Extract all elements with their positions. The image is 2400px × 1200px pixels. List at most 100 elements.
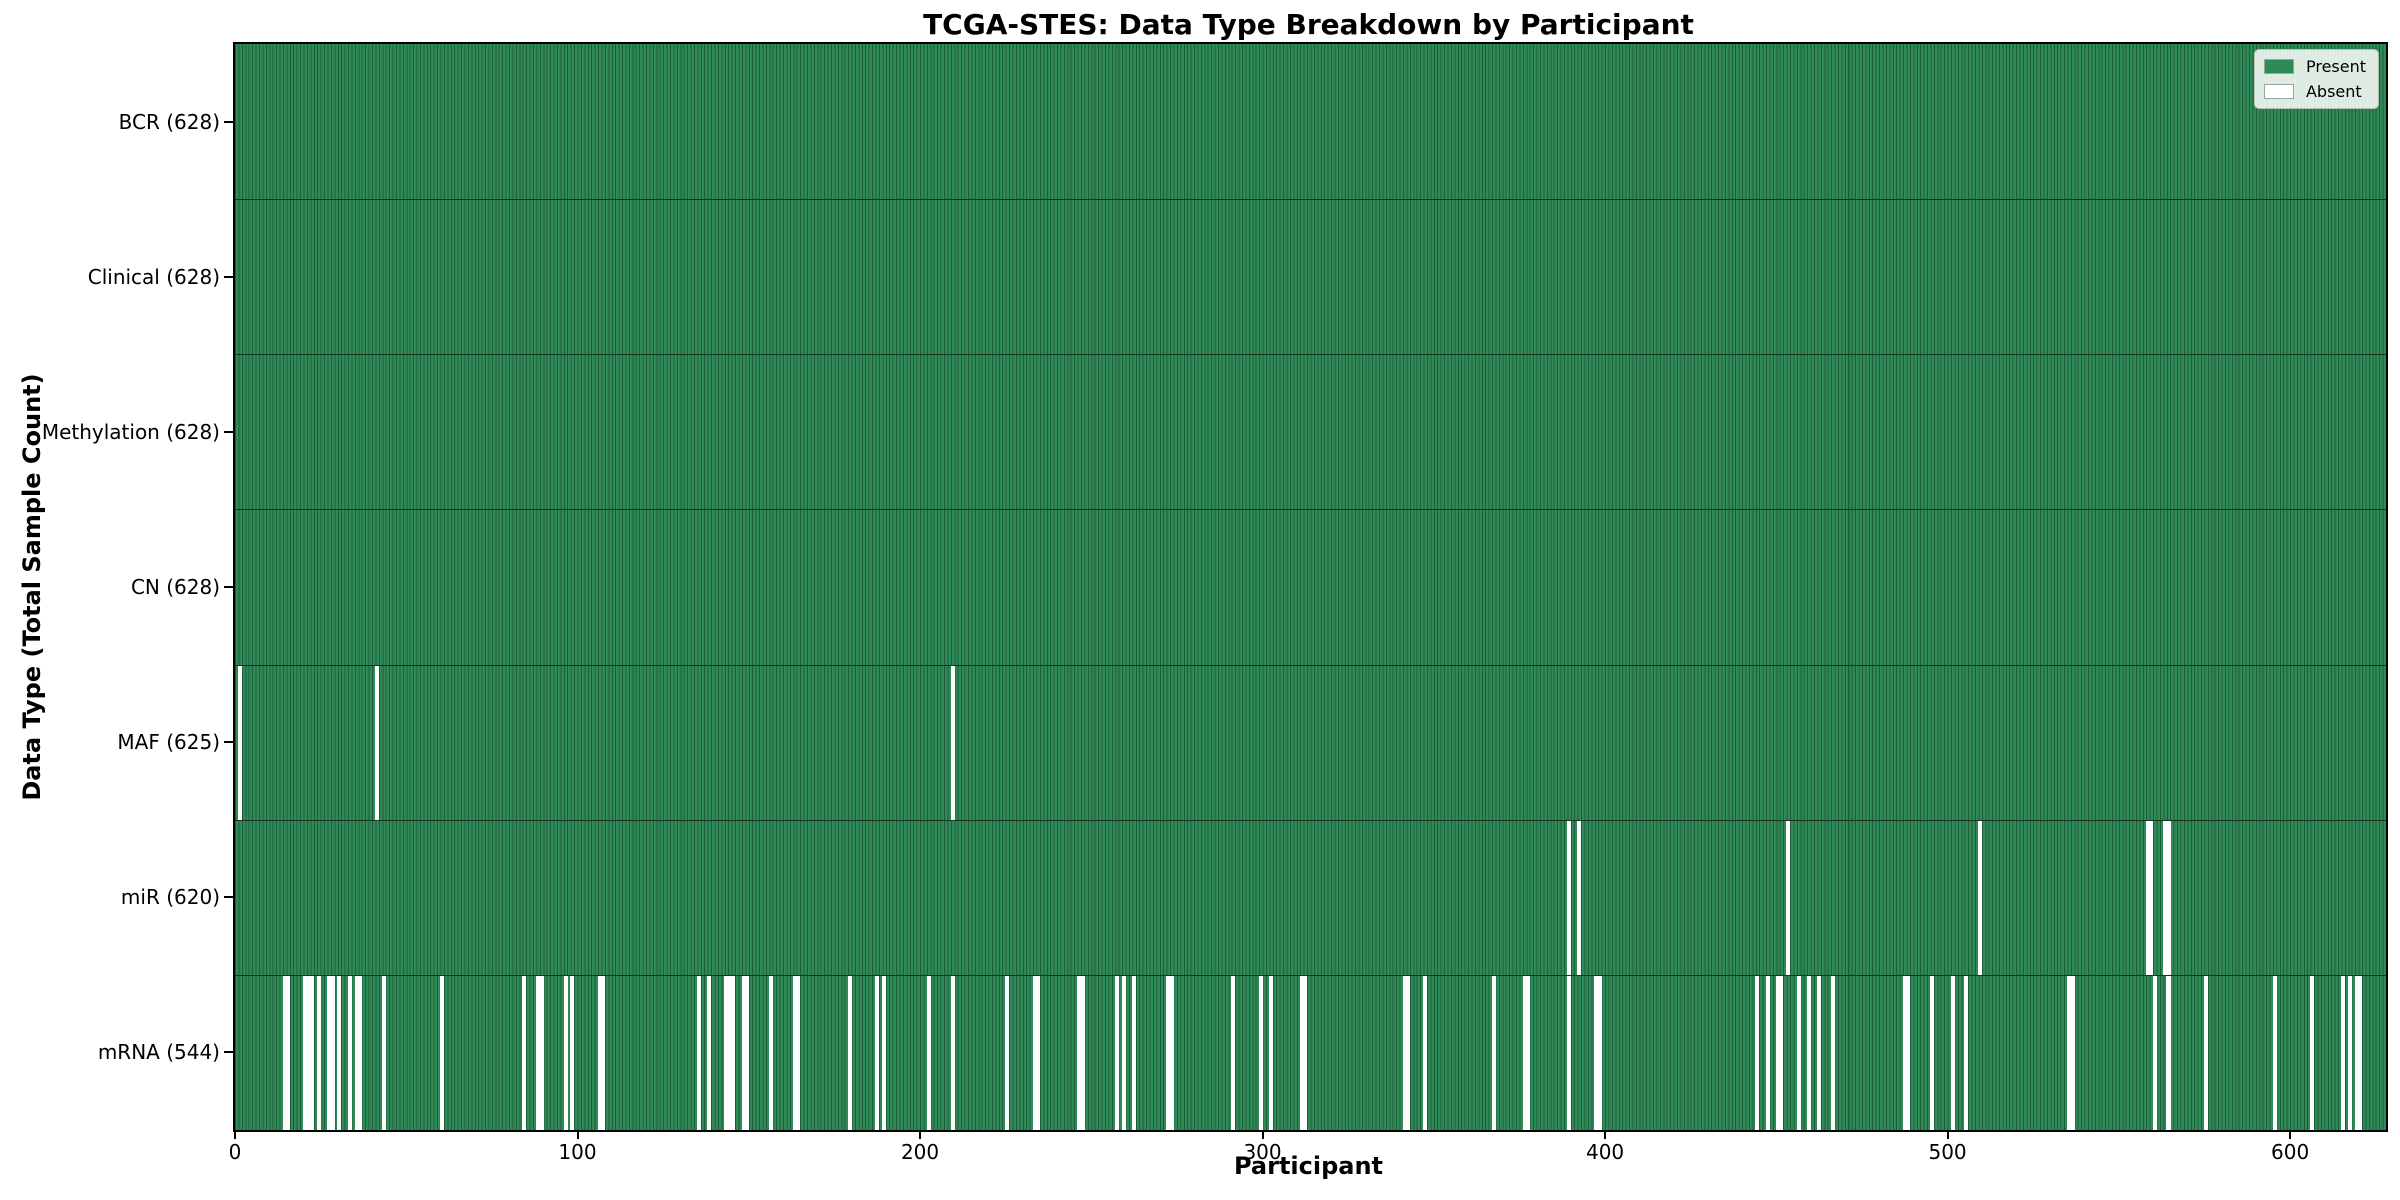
legend-label-absent: Absent: [2305, 82, 2362, 101]
absent-stripe: [1299, 976, 1304, 1130]
absent-stripe: [875, 976, 880, 1130]
x-tick-mark: [234, 1130, 236, 1139]
absent-stripe: [727, 976, 732, 1130]
absent-stripe: [847, 976, 852, 1130]
legend-label-present: Present: [2305, 57, 2366, 76]
absent-stripe: [238, 666, 243, 820]
absent-stripe: [563, 976, 568, 1130]
absent-stripe: [2166, 976, 2171, 1130]
absent-stripe: [1755, 976, 1760, 1130]
y-tick-mark: [224, 430, 233, 433]
y-tick-label-CN: CN (628): [130, 575, 220, 599]
absent-stripe: [2070, 976, 2075, 1130]
absent-stripe: [1978, 821, 1983, 975]
x-tick-label: 600: [2271, 1140, 2310, 1164]
absent-stripe: [327, 976, 332, 1130]
row-band-MAF: [235, 665, 2386, 820]
y-tick-mark: [224, 275, 233, 278]
absent-stripe: [769, 976, 774, 1130]
absent-stripe: [2354, 976, 2359, 1130]
x-tick-mark: [1261, 1130, 1264, 1139]
row-band-miR: [235, 820, 2386, 975]
y-tick-label-BCR: BCR (628): [118, 109, 220, 134]
absent-stripe: [1906, 976, 1911, 1130]
absent-stripe: [793, 976, 798, 1130]
y-tick-label-Methylation: Methylation (628): [41, 419, 220, 444]
absent-stripe: [2348, 976, 2353, 1130]
absent-stripe: [707, 976, 712, 1130]
x-tick-mark: [576, 1130, 579, 1139]
absent-stripe: [724, 976, 729, 1130]
absent-stripe: [601, 976, 606, 1130]
absent-stripe: [1491, 976, 1496, 1130]
absent-stripe: [522, 976, 527, 1130]
row-band-BCR: [235, 44, 2386, 199]
rows-container: [235, 44, 2386, 1130]
absent-stripe: [337, 976, 342, 1130]
absent-stripe: [2358, 976, 2363, 1130]
absent-stripe: [1169, 976, 1174, 1130]
absent-stripe: [2310, 976, 2315, 1130]
x-tick-label: 100: [558, 1140, 597, 1164]
absent-stripe: [375, 666, 380, 820]
absent-stripe: [2152, 976, 2157, 1130]
legend-entry-present: Present: [2263, 57, 2366, 76]
absent-stripe: [1402, 976, 1407, 1130]
absent-stripe: [745, 976, 750, 1130]
absent-stripe: [741, 976, 746, 1130]
row-band-mRNA: [235, 975, 2386, 1130]
absent-stripe: [1597, 976, 1602, 1130]
y-tick-mark: [224, 586, 233, 588]
absent-stripe: [1817, 976, 1822, 1130]
absent-stripe: [1930, 976, 1935, 1130]
absent-stripe: [697, 976, 702, 1130]
absent-stripe: [316, 976, 321, 1130]
absent-stripe: [2204, 976, 2209, 1130]
y-tick-label-miR: miR (620): [120, 885, 220, 910]
absent-stripe: [539, 976, 544, 1130]
absent-stripe: [1032, 976, 1037, 1130]
absent-stripe: [306, 976, 311, 1130]
absent-stripe: [1567, 976, 1572, 1130]
y-tick-label-mRNA: mRNA (544): [97, 1040, 220, 1065]
absent-stripe: [1950, 976, 1955, 1130]
absent-stripe: [303, 976, 308, 1130]
absent-stripe: [2272, 976, 2277, 1130]
absent-stripe: [1796, 976, 1801, 1130]
x-tick-label: 500: [1928, 1140, 1967, 1164]
x-tick-mark: [919, 1130, 922, 1139]
absent-stripe: [1080, 976, 1085, 1130]
y-tick-label-MAF: MAF (625): [117, 730, 220, 755]
absent-swatch: [2263, 84, 2294, 99]
absent-stripe: [2149, 821, 2154, 975]
absent-stripe: [950, 666, 955, 820]
absent-stripe: [1779, 976, 1784, 1130]
x-tick-label: 300: [1243, 1140, 1282, 1164]
absent-stripe: [282, 976, 287, 1130]
absent-stripe: [950, 976, 955, 1130]
absent-stripe: [2166, 821, 2171, 975]
row-band-CN: [235, 509, 2386, 665]
absent-stripe: [731, 976, 736, 1130]
absent-stripe: [2067, 976, 2072, 1130]
chart-title: TCGA-STES: Data Type Breakdown by Partic…: [923, 8, 1694, 41]
row-band-Methylation: [235, 354, 2386, 509]
absent-stripe: [1765, 976, 1770, 1130]
y-tick-label-Clinical: Clinical (628): [87, 264, 220, 289]
absent-stripe: [536, 976, 541, 1130]
absent-stripe: [2341, 976, 2346, 1130]
absent-stripe: [796, 976, 801, 1130]
absent-stripe: [1077, 976, 1082, 1130]
absent-stripe: [354, 976, 359, 1130]
absent-stripe: [347, 976, 352, 1130]
x-axis-title: Participant: [1233, 1152, 1384, 1180]
legend: Present Absent: [2253, 49, 2379, 109]
legend-entry-absent: Absent: [2263, 82, 2366, 101]
absent-stripe: [1231, 976, 1236, 1130]
absent-stripe: [1577, 821, 1582, 975]
absent-stripe: [1258, 976, 1263, 1130]
absent-stripe: [2145, 821, 2150, 975]
y-tick-mark: [224, 896, 233, 899]
absent-stripe: [1166, 976, 1171, 1130]
